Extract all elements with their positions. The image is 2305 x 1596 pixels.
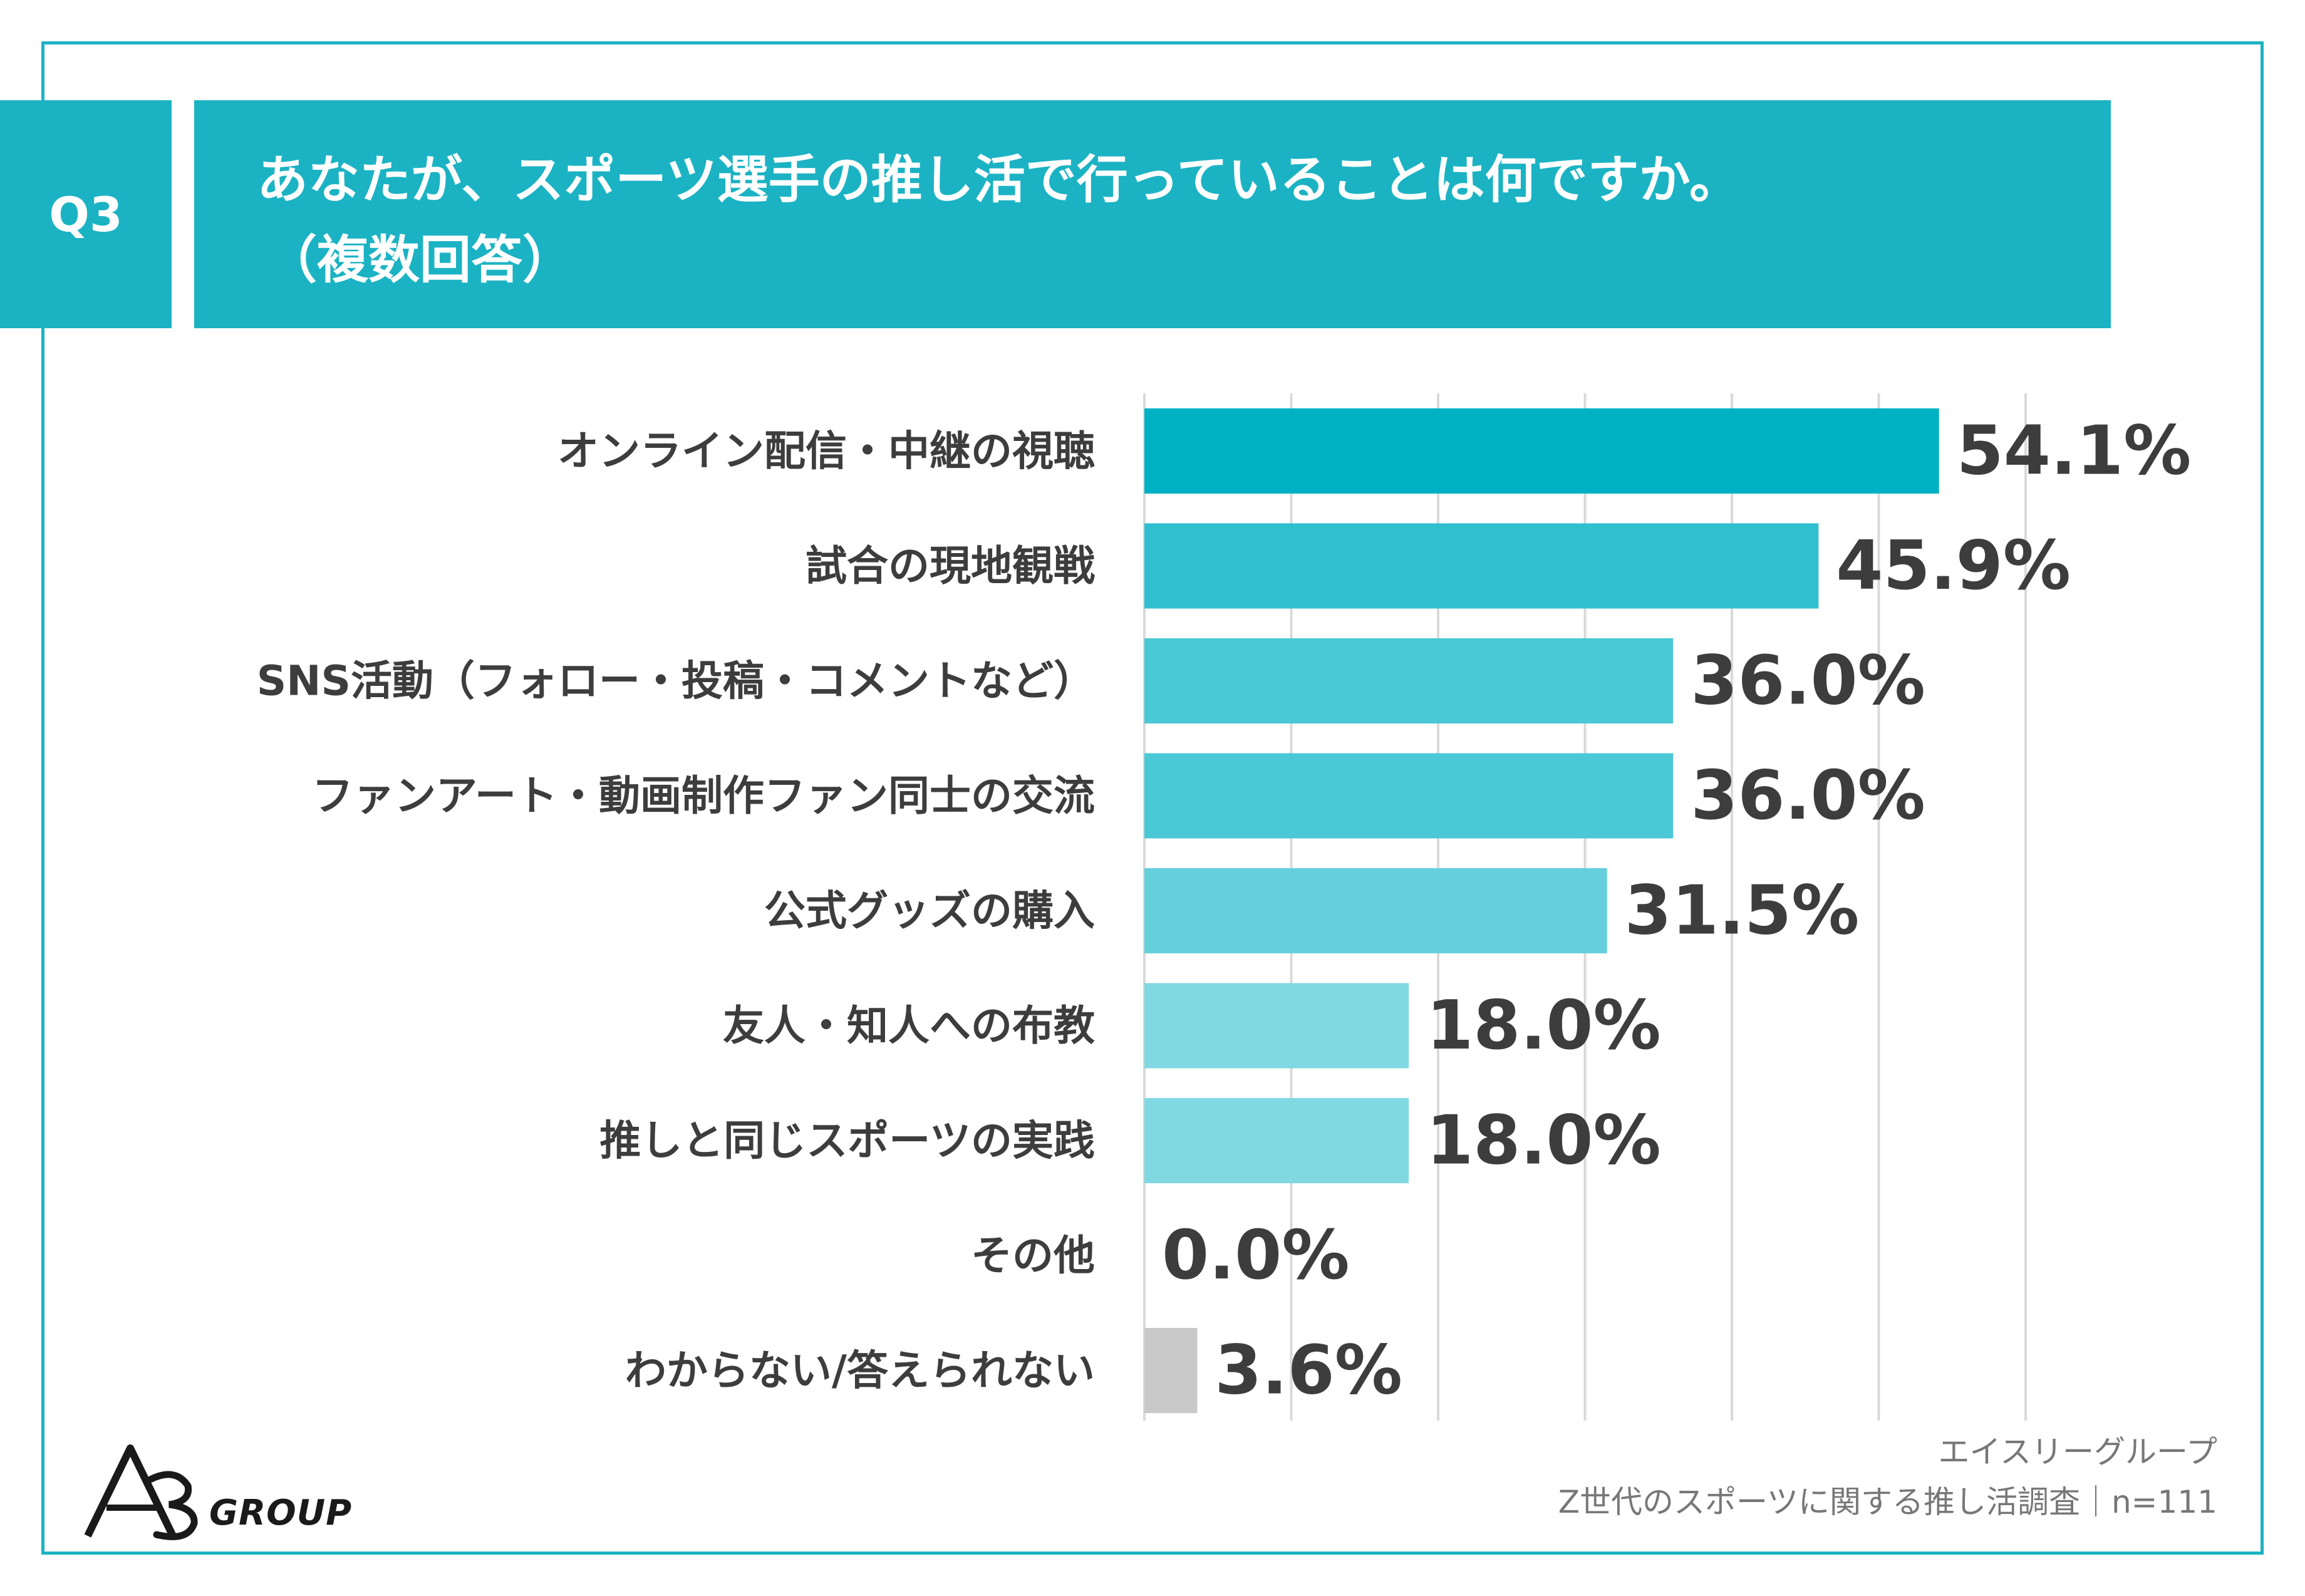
source-note: エイスリーグループ Z世代のスポーツに関する推し活調査｜n=111 (1558, 1427, 2217, 1527)
question-title-line2: （複数回答） (266, 231, 574, 290)
value-label: 36.0% (1691, 642, 1925, 720)
category-label: その他 (971, 1231, 1095, 1280)
a3-logo-mark (84, 1444, 198, 1540)
value-label: 45.9% (1836, 527, 2071, 605)
a3-group-logo: GROUP (81, 1436, 352, 1542)
bar (1144, 1328, 1198, 1413)
bar (1144, 408, 1939, 494)
bar (1144, 638, 1674, 723)
category-label: SNS活動（フォロー・投稿・コメントなど） (257, 657, 1095, 705)
category-label: わからない/答えられない (625, 1347, 1095, 1395)
bar (1144, 1098, 1409, 1183)
value-label: 54.1% (1957, 412, 2192, 490)
category-label: ファンアート・動画制作ファン同士の交流 (312, 772, 1095, 820)
bar (1144, 523, 1819, 609)
category-label: 推しと同じスポーツの実践 (599, 1117, 1095, 1165)
bar (1144, 868, 1607, 953)
category-label: 試合の現地観戦 (805, 542, 1095, 590)
value-label: 3.6% (1215, 1332, 1402, 1410)
bars (1144, 408, 1939, 1413)
value-label: 31.5% (1625, 872, 1860, 950)
logo-word: GROUP (209, 1493, 353, 1533)
bar (1144, 983, 1409, 1069)
source-line1: エイスリーグループ (1938, 1434, 2218, 1470)
question-title: あなたが、スポーツ選手の推し活で行っていることは何ですか。 （複数回答） (194, 100, 2111, 328)
value-labels: 54.1% 45.9% 36.0% 36.0% 31.5% 18.0% 18.0% 0.0% 3… (1162, 412, 2191, 1410)
value-label: 18.0% (1426, 987, 1661, 1065)
source-line2: Z世代のスポーツに関する推し活調査｜n=111 (1558, 1484, 2217, 1520)
question-badge: Q3 (0, 100, 172, 328)
value-label: 36.0% (1691, 757, 1925, 835)
value-label: 0.0% (1162, 1216, 1350, 1295)
outer-frame (41, 41, 2264, 1555)
bar (1144, 753, 1674, 839)
question-title-line1: あなたが、スポーツ選手の推し活で行っていることは何ですか。 (257, 150, 1741, 210)
value-label: 18.0% (1426, 1102, 1661, 1180)
category-label: オンライン配信・中継の視聴 (557, 427, 1095, 475)
category-label: 友人・知人への布教 (723, 1002, 1095, 1050)
category-label: 公式グッズの購入 (764, 887, 1095, 935)
